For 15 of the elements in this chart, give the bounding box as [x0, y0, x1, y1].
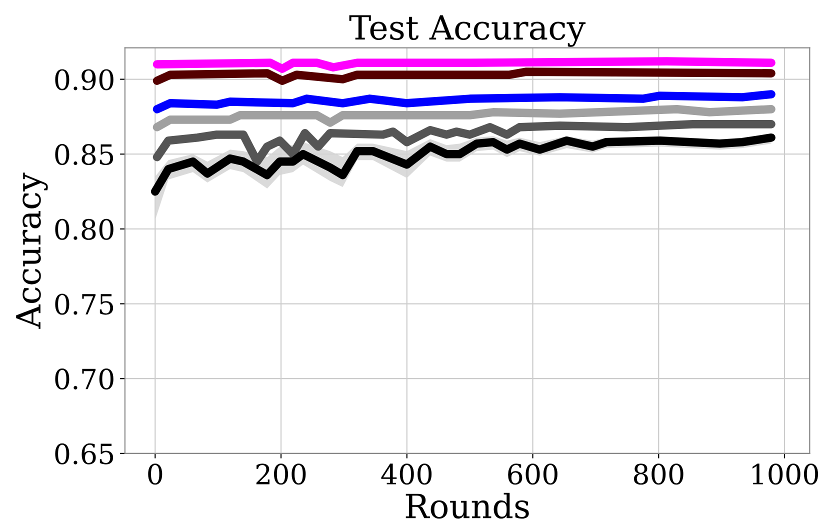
y-tick-label: 0.90	[55, 69, 114, 90]
y-axis-title: Accuracy	[16, 172, 48, 329]
y-tick-label: 0.70	[55, 368, 114, 390]
y-tick-label: 0.65	[55, 443, 114, 464]
x-tick-label: 0	[148, 464, 162, 485]
x-tick-label: 1000	[752, 464, 818, 485]
chart-title: Test Accuracy	[349, 15, 586, 47]
x-tick-label: 400	[381, 464, 432, 485]
x-tick-label: 800	[634, 464, 684, 485]
y-tick-label: 0.80	[55, 218, 114, 240]
x-tick-label: 600	[508, 464, 558, 485]
y-tick-label: 0.85	[55, 144, 114, 166]
x-axis-title: Rounds	[406, 492, 529, 519]
y-tick-label: 0.75	[55, 294, 114, 315]
x-tick-label: 200	[256, 464, 306, 485]
